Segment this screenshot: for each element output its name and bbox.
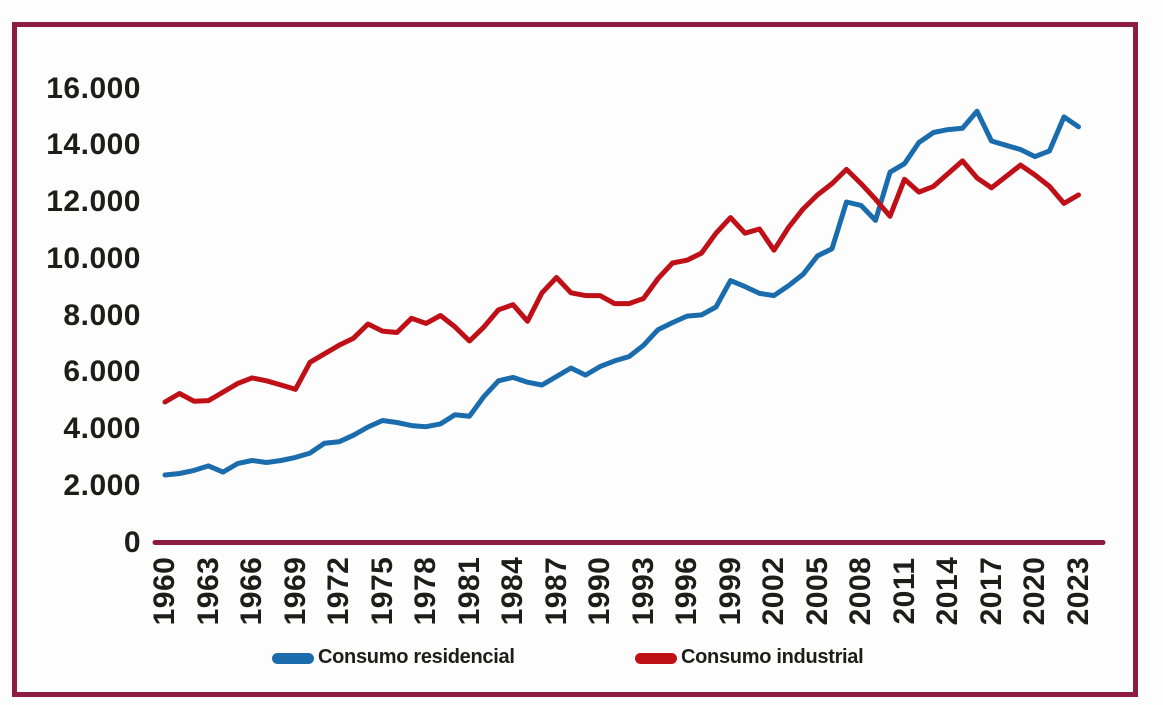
x-tick-label: 2005: [800, 556, 834, 626]
x-tick-label: 2017: [974, 556, 1008, 626]
x-tick-label: 2020: [1018, 556, 1051, 626]
x-tick-label: 1981: [452, 556, 486, 626]
y-tick-label: 16.000: [46, 71, 141, 105]
y-tick-label: 10.000: [46, 241, 141, 275]
x-tick-label: 2023: [1061, 556, 1095, 626]
y-tick-label: 6.000: [63, 355, 141, 389]
x-tick-label: 1990: [583, 556, 616, 626]
x-tick-label: 1960: [148, 556, 181, 626]
series-line-residencial: [162, 108, 1081, 478]
y-tick-label: 14.000: [46, 128, 141, 162]
x-tick-label: 1969: [278, 556, 312, 626]
x-tick-label: 1972: [322, 556, 355, 626]
legend-marker-industrial-icon: [635, 653, 677, 664]
x-tick-label: 1984: [496, 556, 529, 626]
y-tick-label: 2.000: [63, 468, 141, 502]
y-tick-label: 12.000: [46, 185, 141, 218]
chart-frame: [12, 22, 1138, 697]
x-tick-label: 1999: [713, 556, 747, 626]
legend-label-residencial: Consumo residencial: [318, 646, 515, 668]
x-tick-label: 2002: [757, 556, 790, 626]
x-tick-label: 2011: [887, 557, 921, 625]
legend-marker-residencial-icon: [272, 653, 314, 664]
y-tick-label: 0: [123, 525, 141, 559]
x-tick-label: 2008: [844, 556, 877, 626]
legend-label-industrial: Consumo industrial: [681, 646, 864, 668]
y-tick-label: 4.000: [63, 412, 141, 445]
x-tick-label: 1993: [626, 556, 660, 626]
y-tick-label: 8.000: [63, 298, 141, 332]
x-tick-label: 1963: [191, 556, 225, 626]
series-line-industrial: [162, 158, 1081, 405]
x-tick-label: 1975: [365, 556, 399, 626]
x-tick-label: 1987: [539, 556, 573, 626]
x-tick-label: 1978: [409, 556, 442, 626]
x-tick-label: 2014: [931, 556, 964, 626]
x-tick-label: 1996: [670, 556, 703, 626]
x-tick-label: 1966: [235, 556, 268, 626]
